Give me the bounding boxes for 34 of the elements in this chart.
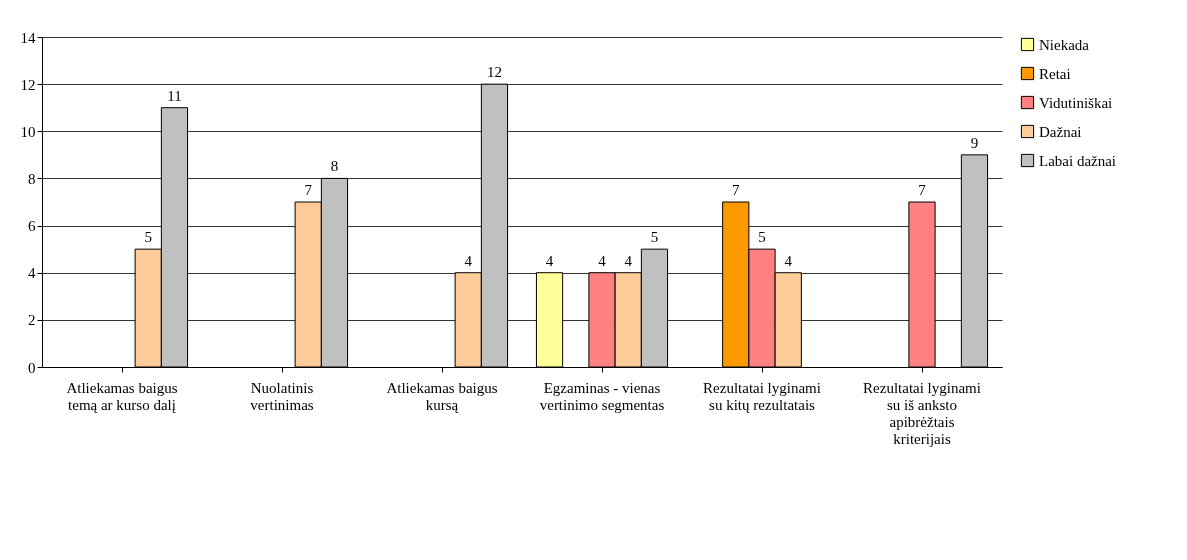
x-tick-label: Rezultatai lyginami su kitų rezultatais	[703, 379, 821, 413]
legend-label: Vidutiniškai	[1039, 94, 1113, 111]
data-label: 8	[330, 158, 339, 175]
data-label: 5	[650, 229, 659, 246]
y-tick-label: 6	[28, 218, 36, 235]
y-tick-label: 0	[28, 359, 36, 376]
data-label: 9	[970, 134, 979, 151]
y-tick-label: 2	[28, 312, 36, 329]
y-tick-label: 14	[20, 29, 36, 46]
legend-label: Retai	[1039, 65, 1071, 82]
data-label: 7	[304, 182, 313, 198]
data-label: 4	[784, 252, 793, 269]
data-label: 5	[758, 229, 766, 246]
data-label: 7	[918, 182, 927, 198]
data-label: 5	[144, 229, 152, 246]
legend-label: Dažnai	[1039, 123, 1082, 140]
x-tick-label: Nuolatinis vertinimas	[250, 379, 314, 413]
data-label: 12	[486, 64, 502, 81]
data-label: 4	[545, 252, 554, 269]
data-label: 7	[732, 182, 741, 198]
data-label: 4	[624, 252, 633, 269]
y-tick-label: 4	[28, 265, 36, 282]
y-tick-label: 10	[20, 123, 36, 140]
x-tick-label: Egzaminas - vienas vertinimo segmentas	[539, 379, 665, 413]
data-label: 11	[167, 87, 182, 104]
y-tick-label: 12	[20, 76, 36, 93]
y-tick-label: 8	[28, 170, 36, 187]
x-tick-label: Atliekamas baigus kursą	[386, 379, 498, 413]
data-label: 4	[464, 252, 473, 269]
legend-label: Niekada	[1039, 36, 1090, 53]
x-tick-label: Rezultatai lyginami su iš anksto apibrėžtais kriterijais	[863, 379, 981, 447]
data-label: 4	[598, 252, 607, 269]
legend-label: Labai dažnai	[1039, 152, 1117, 169]
x-tick-label: Atliekamas baigus temą ar kurso dalį	[66, 379, 178, 413]
